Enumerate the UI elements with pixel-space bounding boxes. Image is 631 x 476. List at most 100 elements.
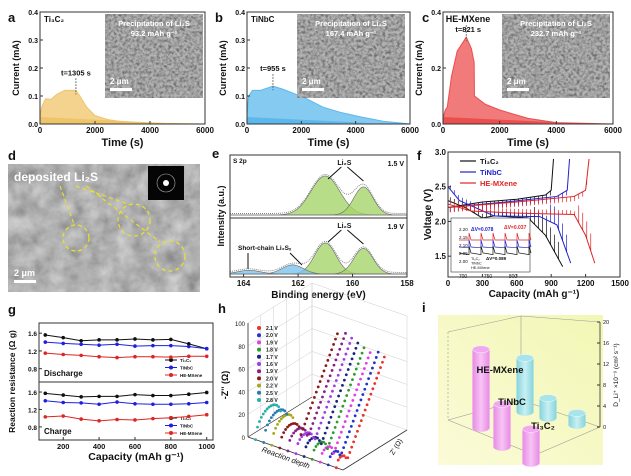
impedance-point xyxy=(332,452,336,455)
impedance-point xyxy=(328,441,331,445)
y-tick-label: 0.8 xyxy=(28,425,37,432)
gcd-curve-charge xyxy=(447,158,554,209)
grid-line xyxy=(247,328,313,369)
impedance-point xyxy=(295,423,299,426)
inset-legend-label: Ti₃C₂ xyxy=(471,257,480,261)
impedance-point xyxy=(365,382,369,386)
impedance-point xyxy=(292,431,296,435)
impedance-point xyxy=(361,372,364,376)
annotation-arrow xyxy=(75,185,129,205)
x-tick-label: 300 xyxy=(476,279,490,288)
panel-label: f xyxy=(417,148,422,163)
impedance-point xyxy=(336,450,340,453)
impedance-point xyxy=(285,412,289,416)
z-tick-label: 40 xyxy=(238,390,245,396)
impedance-point xyxy=(351,378,354,382)
x-tick-label: 0 xyxy=(38,126,43,135)
li2s-particle-circle xyxy=(154,240,186,272)
impedance-point xyxy=(362,346,366,350)
impedance-point xyxy=(363,387,367,391)
impedance-point xyxy=(297,425,301,429)
impedance-point xyxy=(298,438,302,441)
impedance-point xyxy=(382,355,386,359)
x-tick-label: 0 xyxy=(446,279,451,288)
impedance-point xyxy=(327,400,331,404)
x-axis-label: Time (s) xyxy=(507,137,549,149)
panel-b xyxy=(246,74,411,125)
impedance-point xyxy=(354,367,358,371)
li2s-particle-circle xyxy=(117,203,151,237)
impedance-point xyxy=(330,446,334,449)
raw-spectrum xyxy=(230,173,408,214)
impedance-point xyxy=(269,416,273,420)
legend-label: 1.7 V xyxy=(266,355,278,361)
impedance-point xyxy=(325,405,329,409)
delta-v-label: ΔV=0.089 xyxy=(486,256,507,261)
impedance-point xyxy=(315,411,319,415)
legend-label: 1.6 V xyxy=(266,362,278,368)
impedance-point xyxy=(282,431,286,435)
impedance-point xyxy=(332,384,336,388)
impedance-point xyxy=(369,392,373,396)
impedance-point xyxy=(342,454,346,458)
impedance-point xyxy=(336,441,339,445)
inset-title: Precipitation of Li₂S xyxy=(520,19,592,28)
impedance-point xyxy=(325,426,329,430)
bar-cylinder xyxy=(472,345,490,432)
sem-texture xyxy=(105,14,203,98)
impedance-point xyxy=(322,369,326,373)
bar-cylinder xyxy=(493,400,511,451)
impedance-point xyxy=(322,390,326,394)
impedance-point xyxy=(361,413,365,417)
impedance-point xyxy=(326,379,330,383)
legend-marker xyxy=(257,326,261,330)
gcd-curve-discharge xyxy=(447,186,572,264)
category-label: HE-MXene xyxy=(477,365,524,376)
z-tick-label: 12 xyxy=(603,362,609,368)
impedance-point xyxy=(317,426,321,430)
impedance-point xyxy=(309,406,312,410)
legend-marker xyxy=(169,423,173,428)
impedance-point xyxy=(356,362,360,366)
scale-bar-label: 2 μm xyxy=(14,268,35,278)
impedance-point xyxy=(279,417,283,421)
peak-time-label: t=955 s xyxy=(260,64,286,73)
impedance-point xyxy=(299,433,303,436)
category-label: TiNbC xyxy=(498,397,526,408)
impedance-point xyxy=(331,389,334,393)
y-tick-label: 0.4 xyxy=(431,10,441,17)
current-area-base xyxy=(443,117,571,124)
y-tick-label: 0.4 xyxy=(28,10,38,17)
impedance-point xyxy=(329,415,333,419)
x-tick-label: 600 xyxy=(129,442,142,451)
saed-ring xyxy=(156,173,176,193)
impedance-point xyxy=(344,373,348,377)
impedance-point xyxy=(258,420,261,423)
box-edge xyxy=(520,399,601,428)
impedance-point xyxy=(360,351,364,355)
impedance-point xyxy=(351,419,355,423)
peak-time-label: t=1305 s xyxy=(61,68,91,77)
impedance-point xyxy=(316,442,320,446)
impedance-point xyxy=(346,456,350,460)
x-tick-label: 4000 xyxy=(141,126,159,135)
li2s-particle-circle xyxy=(62,224,90,252)
impedance-point xyxy=(323,411,327,414)
inset-capacity: 167.4 mAh g⁻¹ xyxy=(326,29,377,38)
impedance-point xyxy=(336,373,340,377)
impedance-point xyxy=(334,337,337,341)
y-tick-label: 1.2 xyxy=(28,407,37,414)
impedance-point xyxy=(376,350,380,354)
impedance-point xyxy=(328,455,332,459)
impedance-point xyxy=(339,389,342,393)
grid-line xyxy=(311,305,408,340)
impedance-point xyxy=(353,414,357,418)
grid-line xyxy=(311,351,408,385)
gcd-curve-charge xyxy=(447,158,590,209)
x-tick-label: 400 xyxy=(93,442,106,451)
impedance-point xyxy=(288,438,292,442)
impedance-point xyxy=(346,368,350,371)
z-tick-label: 20 xyxy=(238,413,245,419)
panel-label: h xyxy=(218,301,226,316)
impedance-point xyxy=(332,343,335,346)
